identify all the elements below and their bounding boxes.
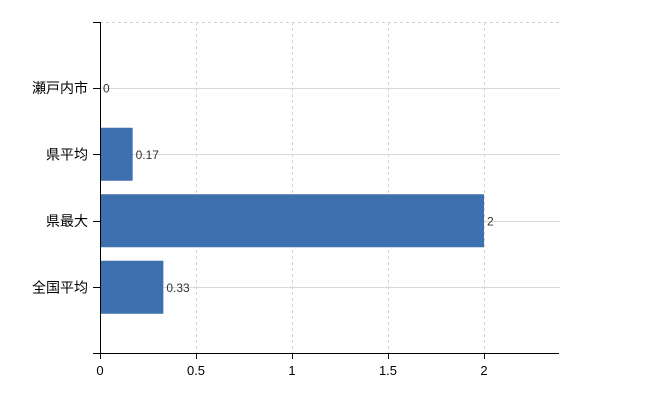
x-tick-label: 0: [96, 363, 103, 378]
bar: [100, 194, 484, 248]
bar-value-label: 0.33: [166, 281, 190, 295]
category-label: 瀬戸内市: [32, 80, 88, 96]
bar-value-label: 0.17: [136, 148, 160, 162]
x-tick-label: 2: [480, 363, 487, 378]
bar-value-label: 0: [103, 81, 110, 95]
bar-value-label: 2: [487, 214, 494, 228]
bar: [100, 260, 164, 314]
x-tick-label: 0.5: [187, 363, 205, 378]
category-label: 全国平均: [32, 279, 88, 295]
category-label: 県最大: [46, 213, 88, 229]
bar: [100, 127, 133, 181]
x-tick-label: 1.5: [379, 363, 397, 378]
x-tick-label: 1: [288, 363, 295, 378]
category-label: 県平均: [46, 146, 88, 162]
